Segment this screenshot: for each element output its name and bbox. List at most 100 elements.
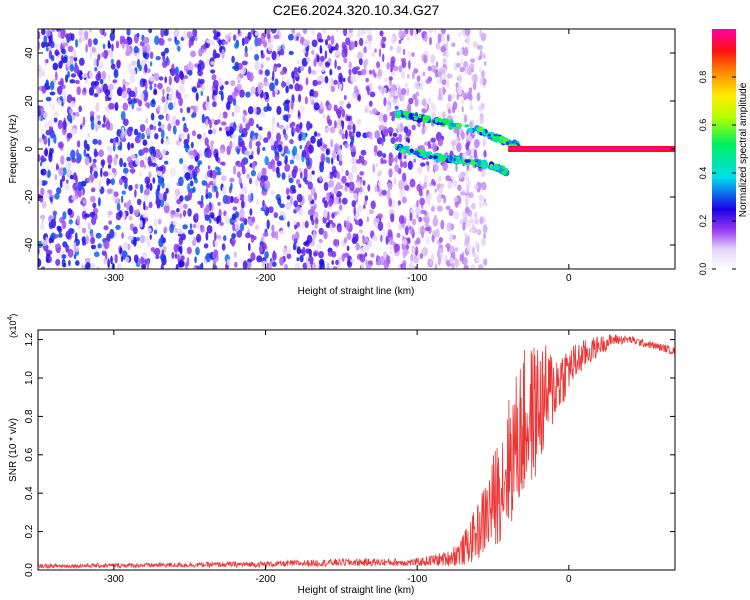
spectrogram-cell — [435, 61, 439, 69]
spectrogram-cell — [65, 160, 72, 171]
spectrogram-cell — [348, 172, 354, 182]
spectrogram-cell — [295, 97, 299, 104]
spectrogram-cell — [107, 74, 111, 83]
spectrogram-cell — [417, 122, 421, 128]
spectrogram-cell — [263, 203, 267, 211]
spectrogram-cell — [284, 133, 288, 141]
spectrogram-cell — [380, 30, 383, 35]
spectrogram-cell — [262, 146, 266, 152]
spectrogram-cell — [369, 110, 374, 115]
spectrogram-cell — [167, 123, 172, 132]
spectrogram-cell — [216, 234, 221, 240]
spectrogram-cell — [356, 119, 362, 125]
spectrogram-cell — [351, 237, 358, 245]
spectrogram-cell — [47, 137, 51, 147]
spectrogram-cell — [163, 201, 170, 206]
spectrogram-cell — [48, 35, 53, 44]
spectrogram-cell — [362, 246, 366, 254]
spectrogram-cell — [119, 247, 123, 254]
spectrogram-cell — [171, 63, 175, 72]
spectrogram-cell — [44, 147, 48, 157]
spectrogram-cell — [323, 231, 328, 239]
spectrogram-cell — [479, 29, 482, 37]
spectrogram-cell — [207, 192, 213, 199]
spectrogram-cell — [62, 241, 68, 248]
spectrogram-cell — [464, 232, 468, 238]
spectrogram-cell — [459, 47, 463, 57]
spectrogram-cell — [97, 139, 102, 146]
spectrogram-cell — [79, 71, 83, 81]
spectrogram-cell — [383, 113, 388, 123]
spectrogram-cell — [39, 161, 43, 167]
spectrogram-cell — [306, 120, 311, 131]
spectrogram-cell — [157, 105, 161, 112]
spectrogram-cell — [279, 230, 286, 235]
spectrogram-cell — [272, 89, 276, 98]
spectrogram-cell — [437, 71, 443, 78]
spectrogram-cell — [123, 202, 127, 208]
spectrogram-cell — [256, 146, 261, 155]
spectrogram-cell — [211, 118, 215, 124]
spectrogram-cell — [447, 108, 452, 114]
spectrogram-cell — [77, 181, 83, 191]
spectrogram-cell — [175, 263, 179, 269]
spectrogram-cell — [439, 183, 445, 189]
spectrogram-cell — [109, 31, 116, 42]
spectrogram-cell — [192, 186, 196, 193]
spectrogram-cell — [274, 146, 278, 156]
spectrogram-cell — [389, 239, 395, 246]
y-tick-label: 0 — [24, 146, 35, 152]
spectrogram-cell — [349, 145, 356, 153]
spectrogram-cell — [154, 148, 161, 159]
spectrogram-cell — [174, 188, 181, 197]
spectrogram-cell — [330, 85, 336, 93]
spectrogram-cell — [367, 86, 370, 96]
spectrogram-cell — [149, 61, 153, 67]
spectrogram-cell — [461, 30, 466, 35]
spectrogram-cell — [438, 244, 443, 249]
spectrogram-cell — [248, 117, 254, 127]
spectrogram-cell — [301, 57, 308, 67]
spectrogram-cell — [62, 57, 68, 63]
spectrogram-cell — [109, 228, 115, 239]
spectrogram-cell — [356, 159, 362, 164]
spectrogram-cell — [414, 246, 419, 257]
spectrogram-cell — [229, 177, 235, 183]
spectrogram-cell — [308, 194, 313, 203]
x-tick-label: -100 — [407, 273, 427, 284]
spectrogram-cell — [150, 140, 154, 147]
spectrogram-cell — [341, 253, 345, 262]
spectrogram-cell — [343, 29, 348, 37]
spectrogram-cell — [278, 124, 285, 129]
spectrogram-cell — [97, 243, 102, 249]
spectrogram-cell — [435, 117, 441, 122]
spectrogram-cell — [288, 50, 294, 56]
spectrogram-cell — [211, 128, 217, 135]
spectrogram-cell — [287, 221, 290, 228]
spectrogram-cell — [139, 170, 142, 177]
spectrogram-cell — [120, 131, 125, 140]
spectrogram-cell — [167, 37, 172, 42]
spectrogram-cell — [38, 108, 41, 117]
spectrogram-cell — [127, 97, 132, 103]
spectrogram-cell — [301, 132, 307, 141]
spectrogram-cell — [129, 90, 136, 98]
spectrogram-cell — [244, 52, 249, 58]
spectrogram-cell — [208, 129, 213, 135]
spectrogram-cell — [191, 239, 197, 247]
spectrogram-cell — [442, 63, 446, 69]
spectrogram-cell — [107, 42, 112, 49]
spectrogram-cell — [57, 30, 61, 39]
spectrogram-cell — [58, 232, 63, 238]
spectrogram-cell — [229, 126, 235, 134]
spectrogram-cell — [333, 199, 337, 205]
spectrogram-cell — [281, 172, 286, 180]
spectrogram-cell — [69, 228, 75, 235]
spectrogram-cell — [413, 255, 419, 264]
spectrogram-cell — [196, 133, 202, 140]
spectrogram-cell — [115, 224, 121, 230]
spectrogram-cell — [344, 129, 348, 140]
spectrogram-cell — [92, 207, 98, 214]
spectrogram-cell — [248, 154, 254, 160]
spectrogram-cell — [244, 149, 251, 156]
